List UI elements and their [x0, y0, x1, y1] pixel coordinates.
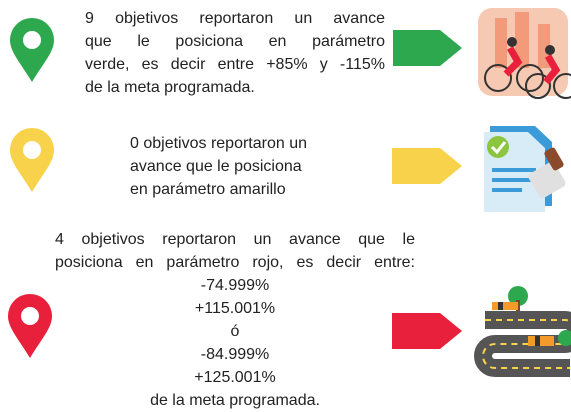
text-line: avance que le posiciona: [130, 155, 340, 178]
text-line: verde, es decir entre +85% y -115%: [85, 53, 385, 76]
text-line: que le posiciona en parámetro: [85, 30, 385, 53]
document-illustration: [484, 126, 567, 212]
text-line: ó: [55, 320, 415, 343]
text-line: en parámetro amarillo: [130, 178, 340, 201]
yellow-pin: [10, 128, 54, 192]
text-line: +115.001%: [55, 297, 415, 320]
yellow-arrow: [392, 148, 462, 184]
text-line: de la meta programada.: [55, 389, 415, 412]
red-pin: [8, 294, 52, 358]
text-line: -74.999%: [55, 274, 415, 297]
cyclists-illustration: [478, 8, 571, 98]
road-illustration: [483, 286, 571, 368]
text-line: 9 objetivos reportaron un avance: [85, 7, 385, 30]
green-pin: [10, 18, 54, 82]
text-line: +125.001%: [55, 366, 415, 389]
text-line: 0 objetivos reportaron un: [130, 132, 340, 155]
text-line: posiciona en parámetro rojo, es decir en…: [55, 251, 415, 274]
page: 9 objetivos reportaron un avanceque le p…: [0, 0, 571, 406]
text-line: 4 objetivos reportaron un avance que le: [55, 228, 415, 251]
text-line: de la meta programada.: [85, 76, 385, 99]
text-line: -84.999%: [55, 343, 415, 366]
green-arrow: [393, 30, 462, 66]
